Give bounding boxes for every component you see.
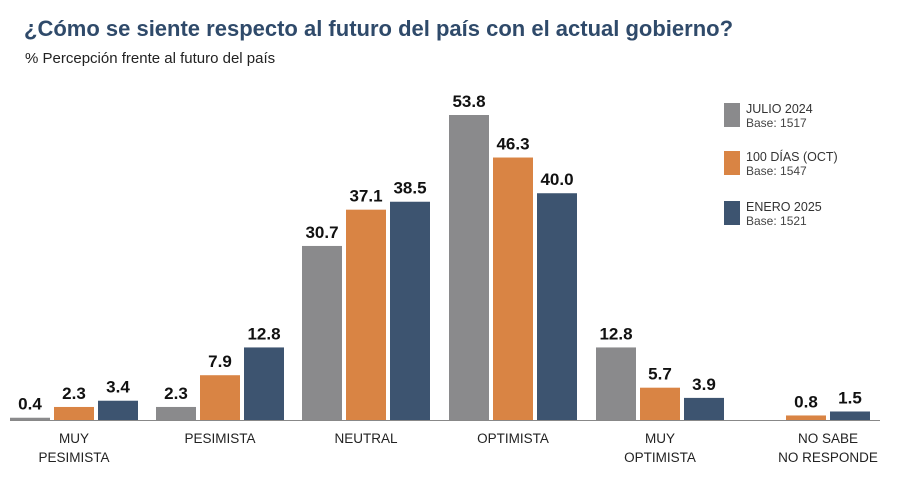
x-tick-label: PESIMISTA: [184, 431, 255, 446]
x-tick-label: PESIMISTA: [38, 450, 109, 465]
x-tick-label: NO SABE: [798, 431, 858, 446]
x-tick-label: MUY: [59, 431, 89, 446]
data-label: 2.3: [62, 384, 86, 403]
data-label: 30.7: [305, 223, 338, 242]
bar: [537, 193, 577, 420]
bar: [54, 406, 94, 420]
bar: [156, 406, 196, 420]
data-label: 46.3: [496, 135, 529, 154]
legend-swatch: [724, 151, 740, 175]
bar: [640, 387, 680, 420]
bar: [449, 115, 489, 420]
bar: [786, 415, 826, 420]
x-tick-label: NO RESPONDE: [778, 450, 878, 465]
x-tick-label: OPTIMISTA: [477, 431, 549, 446]
legend-swatch: [724, 103, 740, 127]
x-tick-label: NEUTRAL: [334, 431, 398, 446]
legend-label: JULIO 2024: [746, 102, 813, 116]
data-label: 0.4: [18, 395, 42, 414]
data-label: 38.5: [393, 179, 426, 198]
bar: [302, 245, 342, 420]
legend-base: Base: 1517: [746, 116, 807, 130]
data-label: 53.8: [452, 92, 485, 111]
bar: [596, 347, 636, 420]
legend-swatch: [724, 201, 740, 225]
data-label: 3.4: [106, 378, 130, 397]
x-tick-label: MUY: [645, 431, 675, 446]
bar: [98, 400, 138, 420]
bar: [684, 397, 724, 420]
bar: [390, 201, 430, 420]
bar: [200, 375, 240, 420]
legend-base: Base: 1521: [746, 214, 807, 228]
chart-title: ¿Cómo se siente respecto al futuro del p…: [24, 16, 734, 41]
x-tick-label: OPTIMISTA: [624, 450, 696, 465]
bar: [346, 209, 386, 420]
data-label: 0.8: [794, 392, 818, 411]
legend-label: 100 DÍAS (OCT): [746, 149, 838, 164]
data-label: 1.5: [838, 388, 862, 407]
bar: [493, 157, 533, 420]
data-label: 3.9: [692, 375, 716, 394]
bar: [244, 347, 284, 420]
data-label: 7.9: [208, 352, 232, 371]
data-label: 12.8: [599, 324, 632, 343]
data-label: 5.7: [648, 365, 672, 384]
data-label: 2.3: [164, 384, 188, 403]
data-label: 37.1: [349, 187, 382, 206]
legend-base: Base: 1547: [746, 164, 807, 178]
data-label: 12.8: [247, 324, 280, 343]
bar: [10, 417, 50, 420]
data-label: 40.0: [540, 170, 573, 189]
chart-subtitle: % Percepción frente al futuro del país: [25, 50, 276, 67]
legend-label: ENERO 2025: [746, 200, 822, 214]
bar: [830, 411, 870, 420]
